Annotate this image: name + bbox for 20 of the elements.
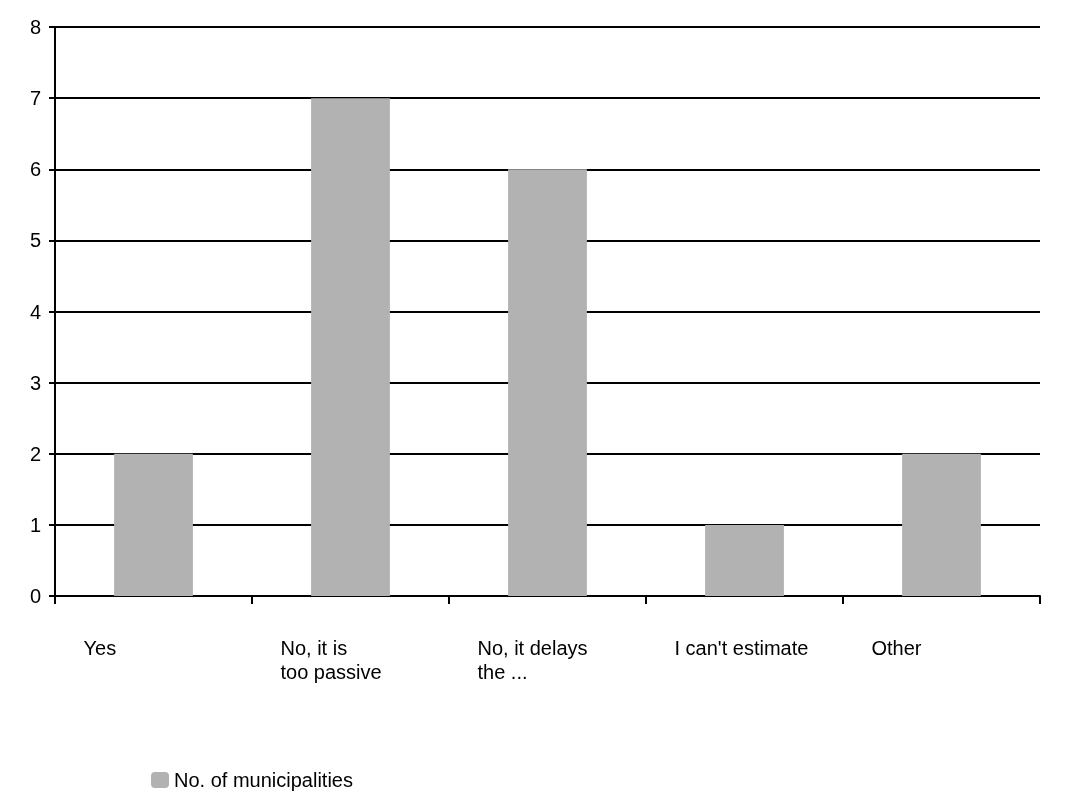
x-tick-label: I can't estimate xyxy=(674,637,809,659)
y-tick-label: 6 xyxy=(29,158,41,181)
y-tick-label: 4 xyxy=(29,300,41,323)
x-tick-label: Yes xyxy=(83,637,117,659)
y-tick-label: 3 xyxy=(29,371,41,394)
y-tick-label: 5 xyxy=(29,229,41,252)
x-tick-label: No, it is too passive xyxy=(280,637,382,683)
bar xyxy=(705,524,784,596)
x-tick-label: Other xyxy=(871,637,922,659)
bar xyxy=(114,453,193,596)
y-tick-label: 8 xyxy=(29,16,41,38)
bar xyxy=(508,169,587,596)
bar xyxy=(311,98,390,596)
legend-label: No. of municipalities xyxy=(174,769,353,791)
y-tick-label: 1 xyxy=(29,513,41,536)
y-tick-label: 0 xyxy=(29,585,41,607)
y-tick-label: 7 xyxy=(29,87,41,110)
y-tick-label: 2 xyxy=(29,442,41,465)
x-tick-label: No, it delays the ... xyxy=(477,637,588,683)
bar xyxy=(902,453,981,596)
